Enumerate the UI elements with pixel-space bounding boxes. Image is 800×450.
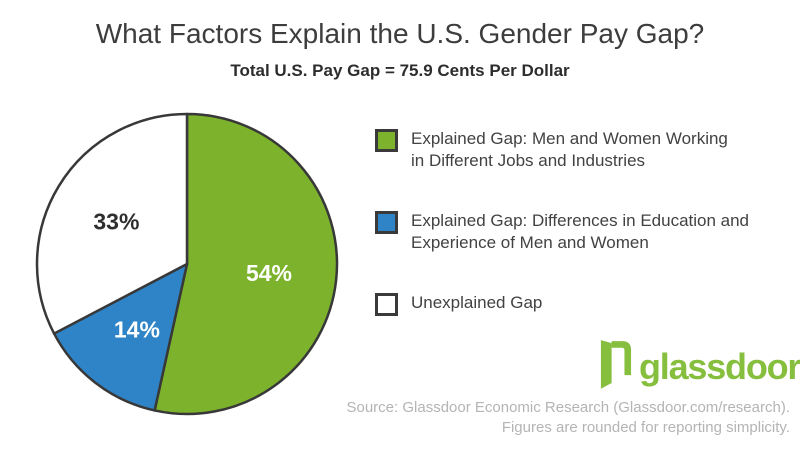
glassdoor-wordmark: glassdoor® <box>639 337 800 390</box>
door-frame-shape <box>611 341 632 376</box>
source-line-1: Source: Glassdoor Economic Research (Gla… <box>346 399 790 416</box>
logo-word: glassdoor <box>639 346 800 387</box>
pie-slice-explained-jobs-industries <box>153 112 339 416</box>
legend-label-explained-education-experience: Explained Gap: Differences in Education … <box>411 211 750 252</box>
legend-swatch-explained-jobs-industries <box>375 129 398 152</box>
legend-item-unexplained: Unexplained Gap <box>375 292 780 316</box>
legend-label-unexplained: Unexplained Gap <box>411 293 543 312</box>
pie-slice-value-label: 33% <box>93 208 139 234</box>
page-subtitle: Total U.S. Pay Gap = 75.9 Cents Per Doll… <box>230 61 570 80</box>
page-title: What Factors Explain the U.S. Gender Pay… <box>95 18 705 49</box>
legend-item-explained-education-experience: Explained Gap: Differences in Education … <box>375 210 780 254</box>
legend: Explained Gap: Men and Women Working in D… <box>375 128 780 316</box>
glassdoor-logo: glassdoor® <box>598 337 800 391</box>
door-panel-shape <box>600 340 612 389</box>
legend-item-explained-jobs-industries: Explained Gap: Men and Women Working in D… <box>375 128 780 172</box>
legend-swatch-explained-education-experience <box>375 211 398 234</box>
source-line-2: Figures are rounded for reporting simpli… <box>501 419 790 436</box>
pie-chart: 54% 14% 33% <box>35 112 339 416</box>
pie-slice-unexplained <box>35 112 189 335</box>
pie-slice-value-label: 54% <box>246 260 292 286</box>
glassdoor-door-icon <box>600 340 632 389</box>
pie-slice-explained-education-experience <box>52 262 189 412</box>
pie-slice-value-label: 14% <box>114 317 160 343</box>
legend-label-explained-jobs-industries: Explained Gap: Men and Women Working in D… <box>411 129 728 170</box>
source-note: Source: Glassdoor Economic Research (Gla… <box>290 398 790 438</box>
legend-swatch-unexplained <box>375 293 398 316</box>
